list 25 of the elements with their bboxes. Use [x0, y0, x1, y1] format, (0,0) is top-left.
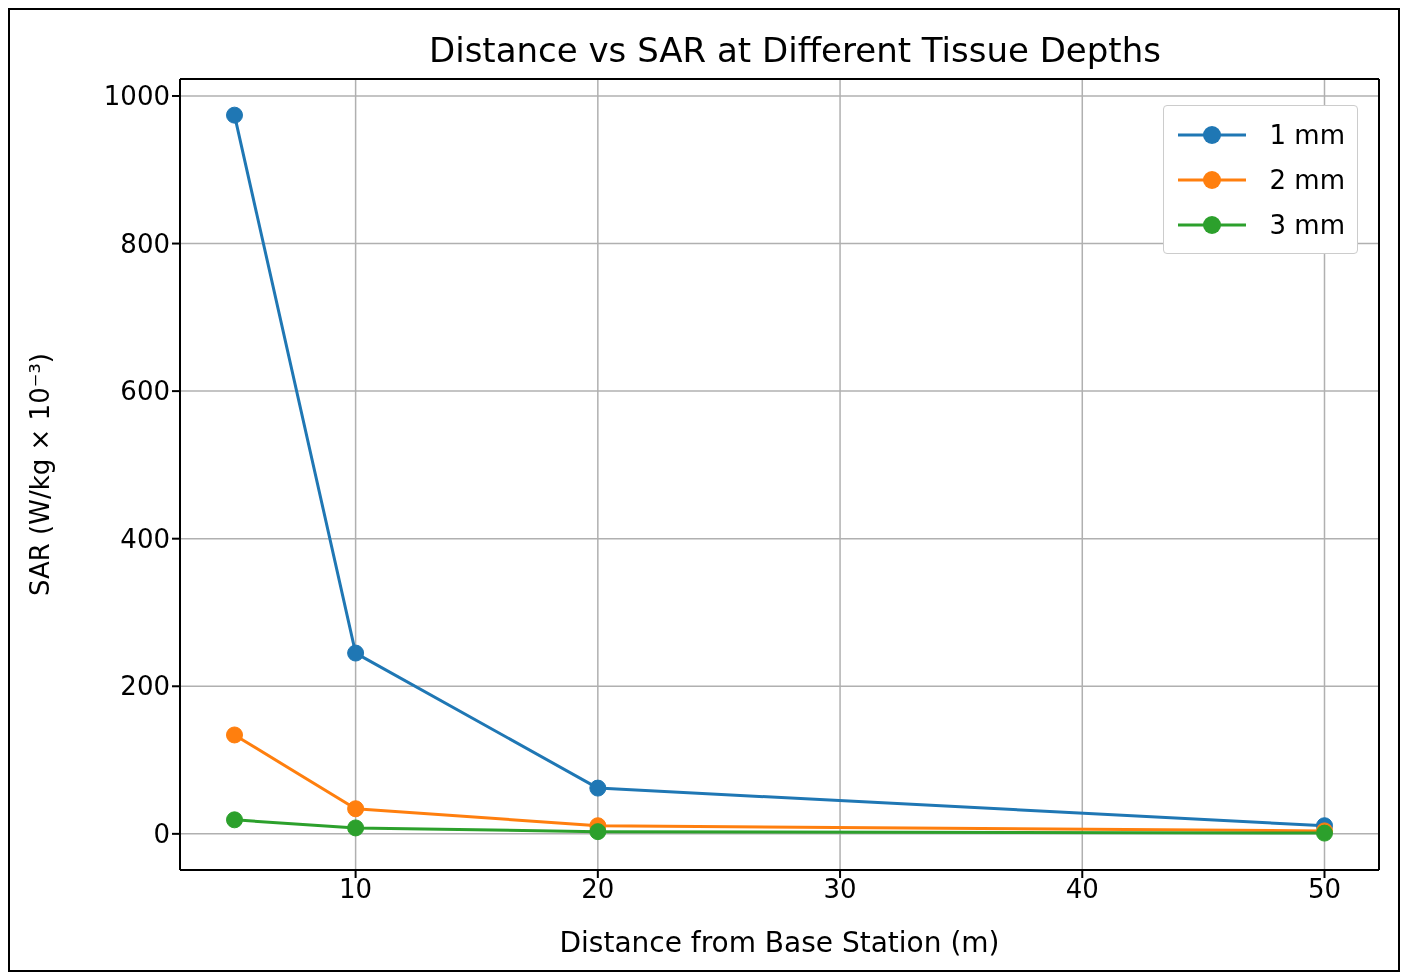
point	[347, 644, 365, 662]
y-axis-title: SAR (W/kg × 10⁻³)	[25, 353, 56, 596]
x-tick-label: 20	[581, 874, 615, 905]
x-tick-label: 30	[823, 874, 857, 905]
legend-label: 1 mm	[1269, 119, 1345, 150]
y-tick-label: 1000	[103, 81, 170, 112]
point	[589, 823, 607, 841]
y-tick-label: 400	[120, 523, 170, 554]
point	[226, 811, 243, 829]
y-tick-label: 0	[153, 819, 170, 850]
y-tick-label: 600	[120, 376, 170, 407]
legend-label: 2 mm	[1269, 164, 1345, 195]
point	[347, 819, 365, 837]
legend-label: 3 mm	[1269, 209, 1345, 240]
chart-title: Distance vs SAR at Different Tissue Depths	[428, 30, 1162, 70]
x-axis-title: Distance from Base Station (m)	[559, 926, 1000, 959]
y-tick-label: 800	[120, 228, 170, 259]
x-tick-label: 40	[1065, 874, 1099, 905]
point	[226, 726, 243, 744]
y-tick-label: 200	[120, 671, 170, 702]
x-tick-label: 50	[1307, 874, 1342, 905]
point	[589, 779, 607, 797]
x-tick-label: 10	[339, 874, 373, 905]
point	[226, 106, 243, 124]
point	[347, 800, 365, 818]
